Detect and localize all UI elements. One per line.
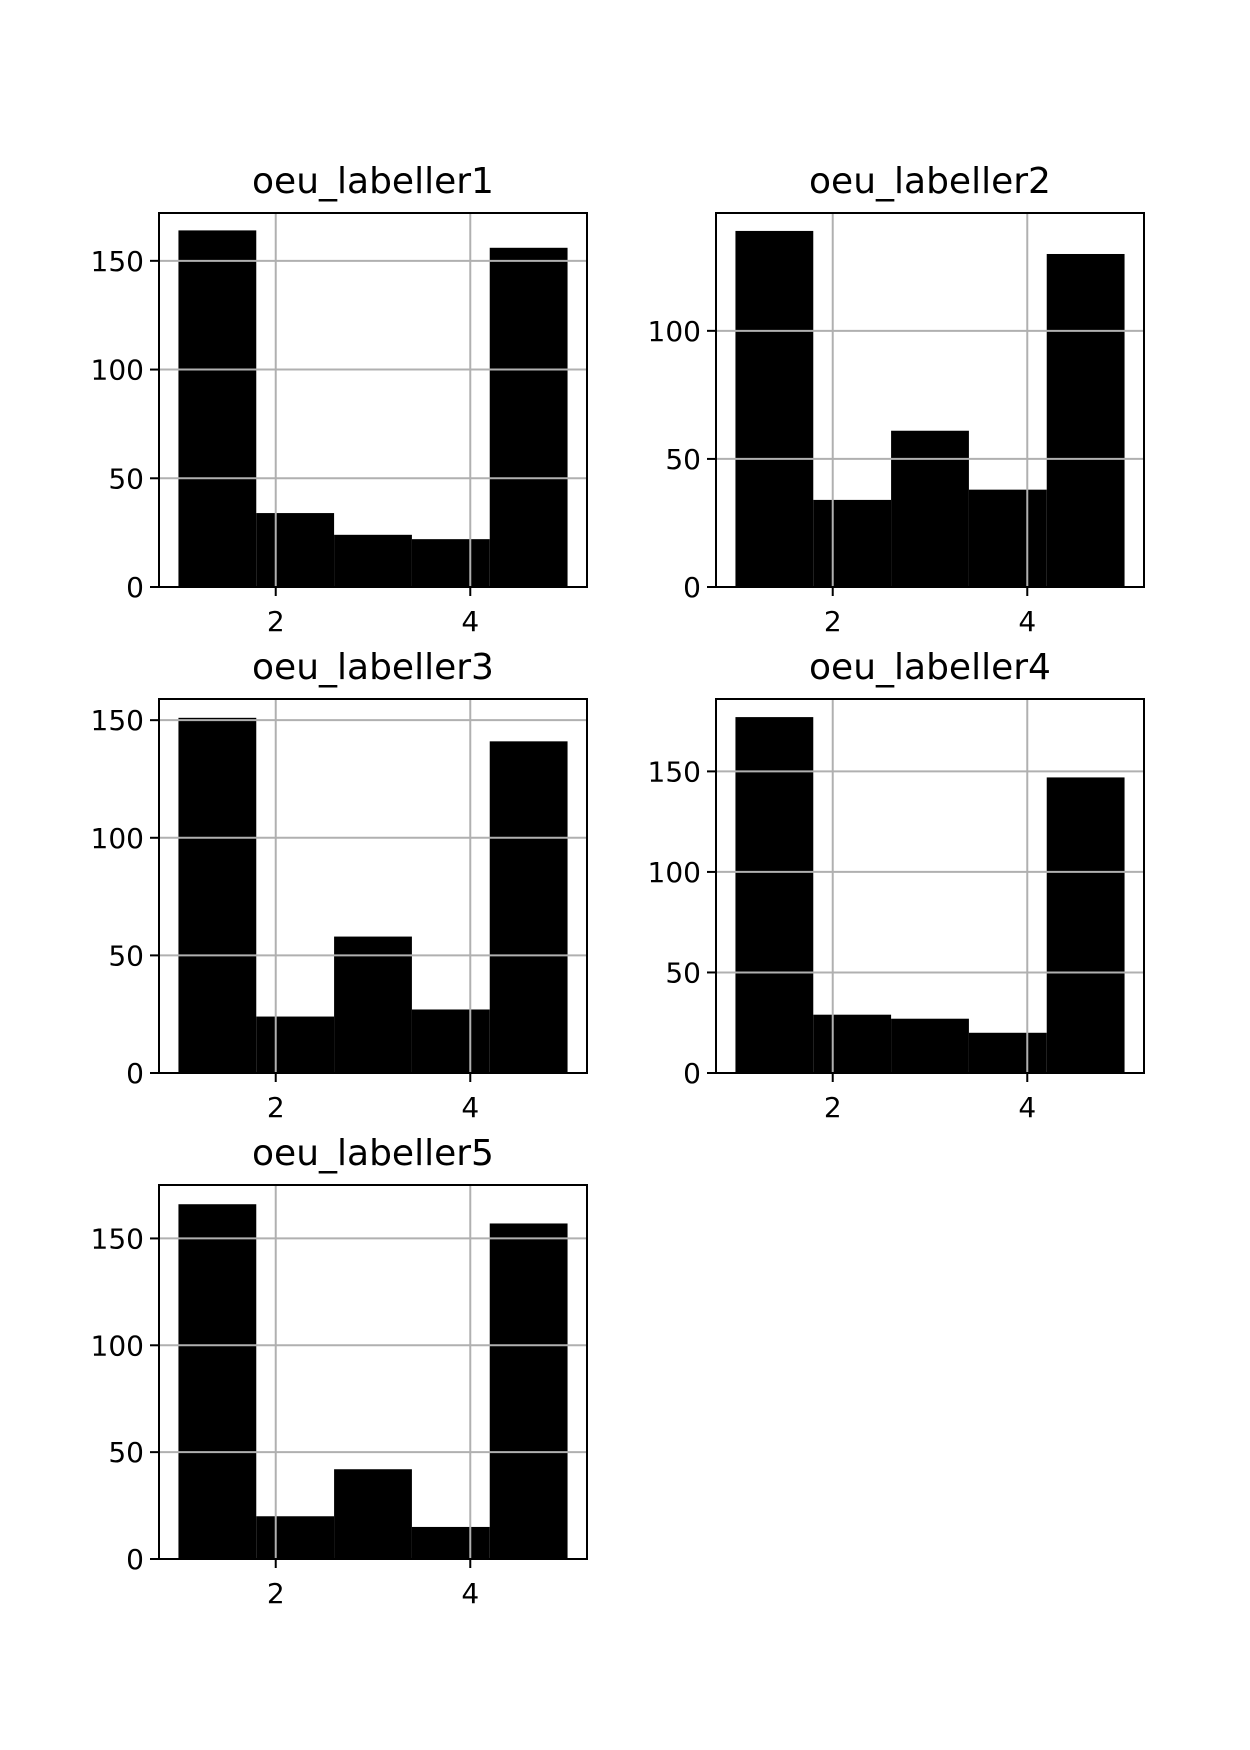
histogram-bar [256, 1516, 335, 1559]
y-tick-label: 100 [91, 822, 144, 855]
histogram-bar [411, 539, 490, 587]
y-tick-label: 0 [126, 1543, 144, 1576]
x-tick-label: 2 [267, 605, 285, 638]
x-tick-label: 2 [267, 1577, 285, 1610]
histogram-bar [256, 1016, 335, 1073]
histogram-bar [178, 717, 257, 1073]
y-tick-label: 50 [108, 462, 144, 495]
subplot-title: oeu_labeller5 [252, 1133, 494, 1174]
histogram-bar [334, 534, 412, 587]
y-tick-label: 150 [648, 755, 701, 788]
histogram-bar [891, 1018, 969, 1073]
y-tick-label: 50 [108, 1436, 144, 1469]
x-tick-label: 4 [461, 605, 479, 638]
subplot-title: oeu_labeller2 [809, 161, 1051, 202]
y-tick-label: 150 [91, 1222, 144, 1255]
subplot-2: 0 50 100 2 4 oeu_labeller2 [648, 161, 1145, 638]
x-tick-label: 2 [267, 1091, 285, 1124]
y-tick-label: 0 [126, 1057, 144, 1090]
histogram-bar [334, 936, 412, 1073]
x-tick-label: 4 [1018, 1091, 1036, 1124]
x-tick-label: 2 [824, 605, 842, 638]
histogram-bar [1046, 253, 1125, 588]
histogram-bar [411, 1526, 490, 1559]
subplot-title: oeu_labeller3 [252, 647, 494, 688]
histogram-bar [256, 513, 335, 587]
histogram-bar [489, 247, 568, 588]
y-tick-label: 100 [91, 354, 144, 387]
histogram-bar [891, 430, 969, 587]
y-tick-label: 0 [126, 571, 144, 604]
axes-frame [715, 212, 1145, 588]
y-tick-label: 50 [108, 939, 144, 972]
axes-frame [715, 698, 1145, 1074]
y-tick-label: 0 [683, 571, 701, 604]
x-tick-label: 4 [461, 1577, 479, 1610]
histogram-bar [489, 741, 568, 1073]
y-tick-label: 0 [683, 1057, 701, 1090]
y-tick-label: 100 [648, 315, 701, 348]
subplot-title: oeu_labeller1 [252, 161, 494, 202]
axes-frame [158, 1184, 588, 1560]
histogram-bar [1046, 777, 1125, 1073]
histogram-bar [968, 1032, 1047, 1073]
subplot-3: 0 50 100 150 2 4 oeu_labeller3 [91, 647, 588, 1124]
subplot-5: 0 50 100 150 2 4 oeu_labeller5 [91, 1133, 588, 1610]
histogram-bar [968, 489, 1047, 587]
x-tick-label: 2 [824, 1091, 842, 1124]
subplot-title: oeu_labeller4 [809, 647, 1051, 688]
y-tick-label: 150 [91, 245, 144, 278]
y-tick-label: 100 [91, 1329, 144, 1362]
histogram-bar [735, 717, 814, 1073]
histogram-bar [489, 1223, 568, 1559]
y-tick-label: 150 [91, 704, 144, 737]
histogram-bar [334, 1469, 412, 1559]
subplot-1: 0 50 100 150 2 4 oeu_labeller1 [91, 161, 588, 638]
axes-frame [158, 698, 588, 1074]
axes-frame [158, 212, 588, 588]
histogram-bar [178, 230, 257, 587]
y-tick-label: 50 [665, 443, 701, 476]
y-tick-label: 100 [648, 856, 701, 889]
y-tick-label: 50 [665, 956, 701, 989]
histogram-bar [735, 230, 814, 587]
histogram-bar [813, 1014, 892, 1073]
histogram-bar [178, 1204, 257, 1559]
x-tick-label: 4 [1018, 605, 1036, 638]
histogram-bar [411, 1009, 490, 1073]
x-tick-label: 4 [461, 1091, 479, 1124]
histogram-bar [813, 499, 892, 587]
subplot-4: 0 50 100 150 2 4 oeu_labeller4 [648, 647, 1145, 1124]
